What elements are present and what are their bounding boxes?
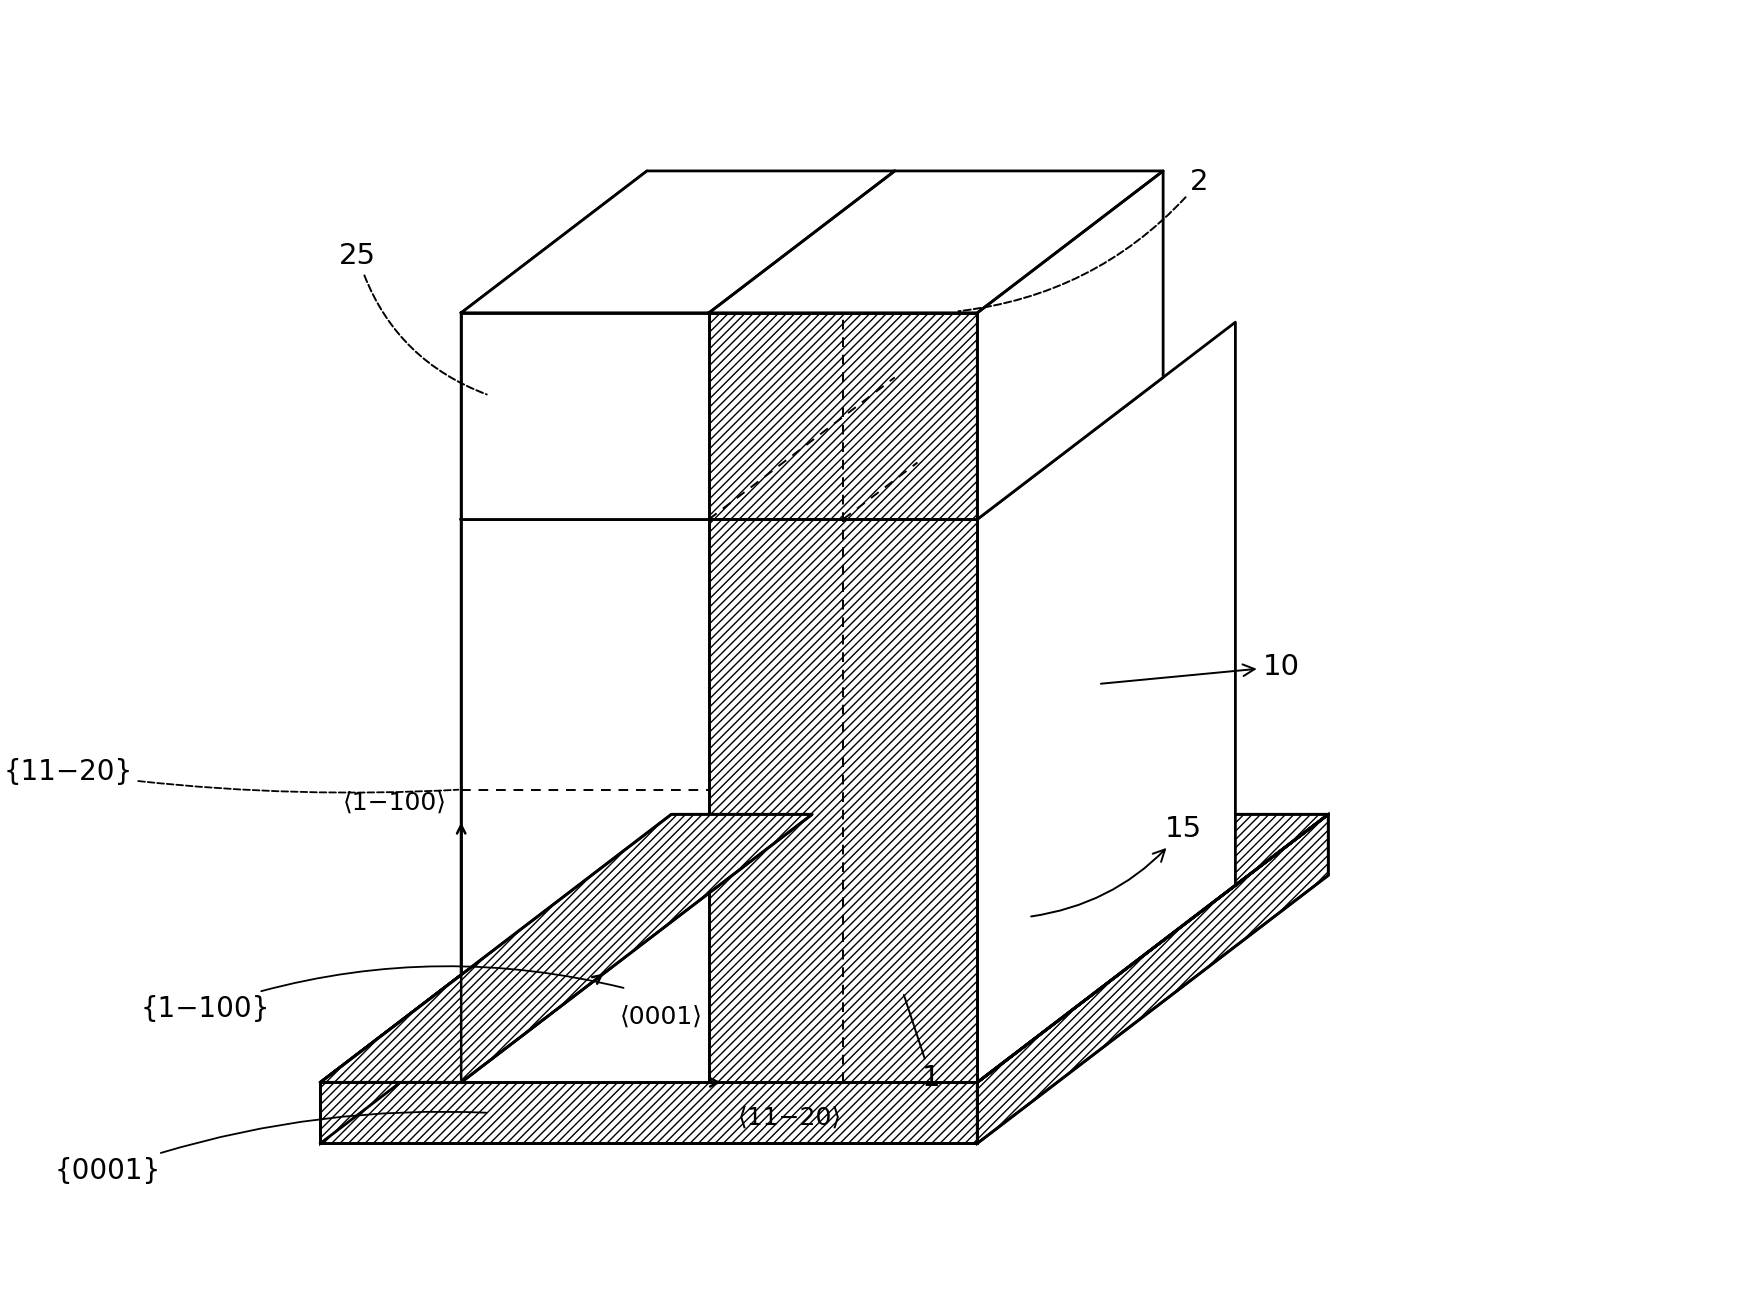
Text: {11−20}: {11−20}	[3, 758, 459, 793]
Polygon shape	[321, 815, 813, 1082]
Polygon shape	[321, 1082, 977, 1144]
Polygon shape	[460, 519, 708, 1082]
Text: 1: 1	[903, 995, 940, 1092]
Text: {1−100}: {1−100}	[140, 966, 624, 1022]
Polygon shape	[460, 170, 647, 519]
Polygon shape	[460, 170, 895, 312]
Text: 25: 25	[338, 241, 487, 395]
Polygon shape	[460, 323, 966, 519]
Polygon shape	[708, 170, 895, 519]
Polygon shape	[708, 170, 1163, 312]
Text: ⟨0001⟩: ⟨0001⟩	[619, 1004, 703, 1029]
Polygon shape	[977, 815, 1329, 1082]
Polygon shape	[977, 815, 1329, 1144]
Polygon shape	[460, 312, 708, 519]
Text: 15: 15	[1031, 815, 1202, 917]
Polygon shape	[708, 170, 895, 519]
Polygon shape	[708, 519, 977, 1082]
Text: ⟨11−20⟩: ⟨11−20⟩	[738, 1106, 842, 1130]
Text: 2: 2	[959, 168, 1209, 311]
Polygon shape	[977, 170, 1163, 519]
Text: 10: 10	[1100, 652, 1299, 684]
Text: {0001}: {0001}	[54, 1112, 487, 1185]
Polygon shape	[321, 815, 1329, 1082]
Polygon shape	[977, 323, 1235, 1082]
Polygon shape	[321, 815, 671, 1144]
Text: ⟨1−100⟩: ⟨1−100⟩	[344, 791, 446, 815]
Polygon shape	[708, 312, 977, 519]
Polygon shape	[460, 323, 719, 1082]
